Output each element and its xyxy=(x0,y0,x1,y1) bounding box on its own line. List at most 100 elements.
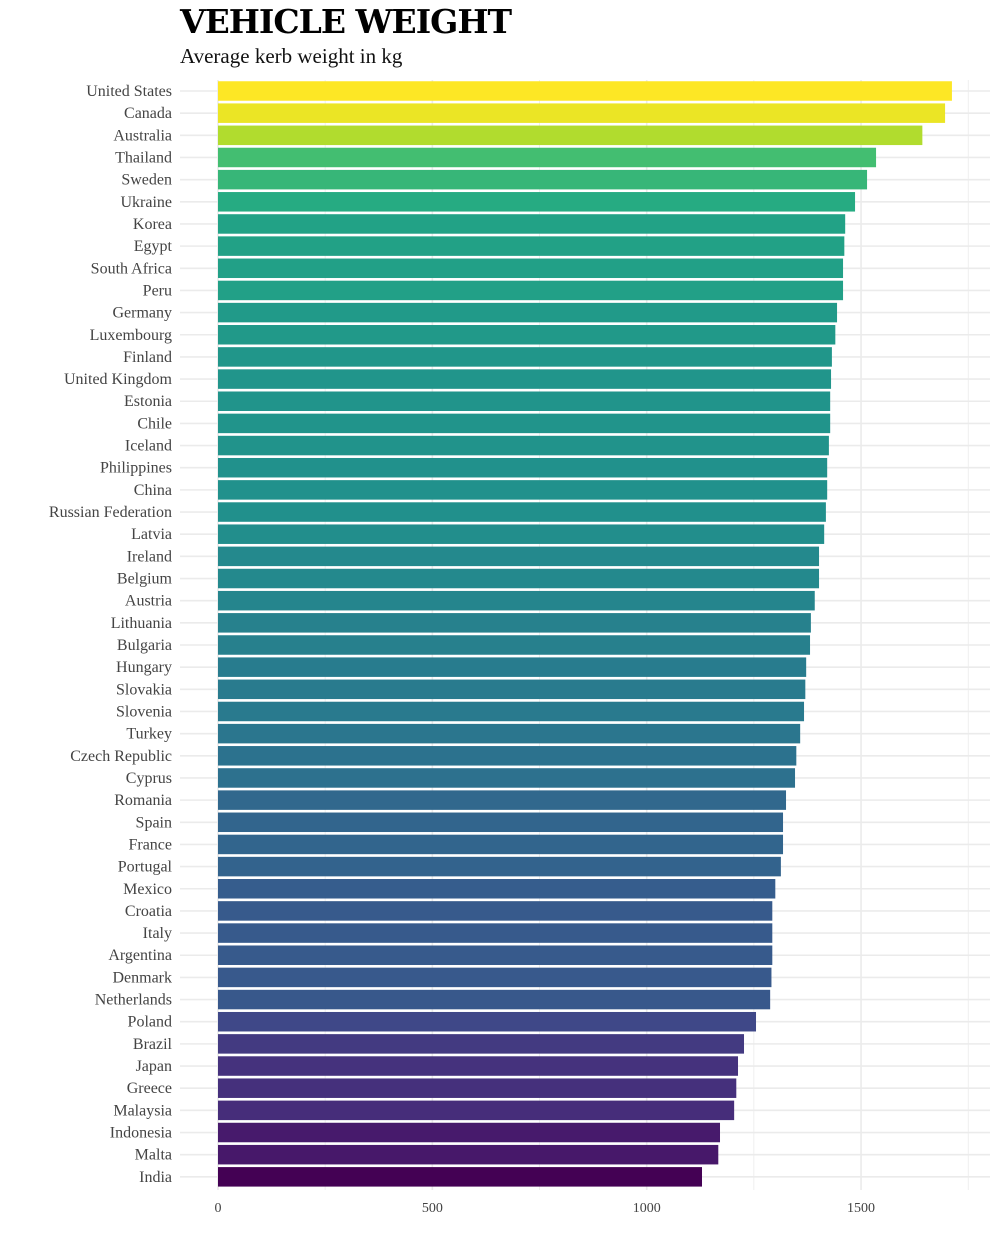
bar xyxy=(218,258,844,279)
category-label: Denmark xyxy=(112,969,172,986)
bar xyxy=(218,768,796,788)
category-label: Canada xyxy=(124,105,172,122)
bar xyxy=(218,834,784,855)
category-label: Germany xyxy=(112,305,172,322)
bar xyxy=(218,103,946,123)
x-tick-label: 0 xyxy=(215,1201,222,1216)
bar xyxy=(218,1100,735,1121)
category-label: Belgium xyxy=(117,571,173,588)
category-label: Iceland xyxy=(125,438,172,455)
bar xyxy=(218,1056,739,1076)
chart-title: VEHICLE WEIGHT xyxy=(180,2,512,41)
bar xyxy=(218,302,838,323)
category-label: United States xyxy=(86,83,172,100)
category-label: Romania xyxy=(114,792,172,809)
category-label: Lithuania xyxy=(111,615,172,632)
bar xyxy=(218,635,811,655)
bar xyxy=(218,1122,721,1143)
bar xyxy=(218,502,826,522)
bar xyxy=(218,679,806,700)
bar xyxy=(218,325,836,345)
category-label: India xyxy=(139,1169,172,1186)
bar xyxy=(218,945,773,965)
bar xyxy=(218,568,820,589)
bar xyxy=(218,590,815,611)
category-label: Mexico xyxy=(123,881,172,898)
bar xyxy=(218,856,781,877)
bar xyxy=(218,480,828,500)
bar xyxy=(218,613,811,633)
bar xyxy=(218,147,877,168)
chart-subtitle: Average kerb weight in kg xyxy=(180,44,403,68)
bar xyxy=(218,1034,745,1054)
category-label: Poland xyxy=(128,1014,172,1031)
bar xyxy=(218,701,805,722)
bar xyxy=(218,81,952,101)
bar xyxy=(218,967,772,988)
bar xyxy=(218,879,776,899)
bar xyxy=(218,989,771,1010)
bar xyxy=(218,923,773,943)
category-label: Greece xyxy=(127,1080,172,1097)
bar xyxy=(218,435,829,456)
category-label: South Africa xyxy=(91,260,172,277)
category-label: Ukraine xyxy=(120,194,172,211)
category-label: Croatia xyxy=(125,903,172,920)
bar xyxy=(218,723,801,744)
category-label: United Kingdom xyxy=(64,371,173,388)
bar xyxy=(218,413,831,434)
bar xyxy=(218,1078,737,1098)
bar xyxy=(218,1167,703,1187)
bar xyxy=(218,901,773,921)
category-label: Sweden xyxy=(121,172,172,189)
category-label: Philippines xyxy=(100,460,172,477)
category-label: Cyprus xyxy=(126,770,172,787)
category-label: Brazil xyxy=(133,1036,173,1053)
category-label: Hungary xyxy=(116,659,172,676)
category-label: Ireland xyxy=(127,548,172,565)
category-label: Malaysia xyxy=(113,1102,172,1119)
category-label: Portugal xyxy=(118,859,173,876)
category-label: Slovenia xyxy=(116,703,172,720)
category-label: China xyxy=(134,482,172,499)
category-label: Czech Republic xyxy=(70,748,172,765)
category-label: Estonia xyxy=(124,393,172,410)
category-label: Austria xyxy=(125,593,172,610)
category-label: Australia xyxy=(113,127,172,144)
bar xyxy=(218,546,820,567)
bar xyxy=(218,214,846,234)
category-label: Peru xyxy=(143,282,172,299)
category-label: Luxembourg xyxy=(90,327,172,344)
bar xyxy=(218,125,923,146)
x-tick-label: 1000 xyxy=(633,1201,661,1216)
category-label: Japan xyxy=(136,1058,172,1075)
category-label: Thailand xyxy=(115,149,172,166)
x-tick-label: 500 xyxy=(422,1201,443,1216)
bar xyxy=(218,391,831,411)
bar xyxy=(218,790,787,810)
category-label: Bulgaria xyxy=(117,637,172,654)
category-label: Netherlands xyxy=(95,992,172,1009)
bar xyxy=(218,457,828,478)
category-label: Chile xyxy=(137,415,172,432)
category-label: Slovakia xyxy=(116,681,172,698)
category-label: Spain xyxy=(136,814,172,831)
category-label: Latvia xyxy=(131,526,172,543)
category-label: Argentina xyxy=(108,947,172,964)
bar xyxy=(218,812,784,833)
bar xyxy=(218,192,856,212)
bar xyxy=(218,1144,719,1165)
bar xyxy=(218,236,845,256)
bar xyxy=(218,169,868,190)
bar xyxy=(218,369,832,389)
category-label: Finland xyxy=(123,349,172,366)
category-label: Korea xyxy=(133,216,172,233)
bar xyxy=(218,280,844,301)
category-label: Turkey xyxy=(126,726,172,743)
category-label: France xyxy=(128,836,172,853)
bar xyxy=(218,524,825,544)
category-label: Russian Federation xyxy=(49,504,172,521)
bar xyxy=(218,657,807,677)
category-label: Egypt xyxy=(134,238,173,255)
